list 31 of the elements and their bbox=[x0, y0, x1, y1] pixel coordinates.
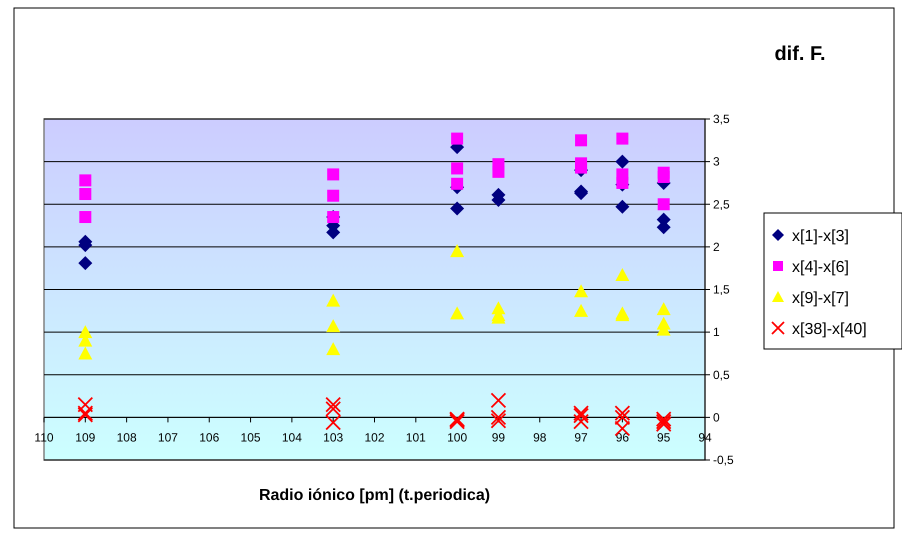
x-tick-label: 106 bbox=[199, 430, 220, 444]
x-tick-label: 98 bbox=[533, 430, 547, 444]
x-tick-label: 99 bbox=[492, 430, 506, 444]
y-tick-label: 0 bbox=[713, 410, 720, 424]
x-tick-label: 107 bbox=[158, 430, 178, 444]
y-tick-label: 2,5 bbox=[713, 197, 730, 212]
y-tick-label: 3 bbox=[713, 154, 720, 169]
y-tick-label: 2 bbox=[713, 240, 720, 254]
y-tick-label: 3,5 bbox=[713, 112, 730, 126]
legend-label: x[9]-x[7] bbox=[792, 290, 849, 307]
x-tick-label: 101 bbox=[406, 430, 426, 444]
x-tick-label: 95 bbox=[657, 430, 671, 444]
y-tick-label: 1 bbox=[713, 325, 720, 340]
legend-label: x[4]-x[6] bbox=[792, 259, 849, 276]
x-tick-label: 102 bbox=[364, 430, 385, 444]
x-tick-label: 100 bbox=[447, 430, 468, 444]
y-tick-label: -0,5 bbox=[713, 453, 734, 467]
x-tick-label: 97 bbox=[574, 430, 588, 444]
text: dif. F. bbox=[774, 43, 826, 65]
y-tick-label: 0,5 bbox=[713, 368, 730, 382]
x-axis-title: Radio iónico [pm] (t.periodica) bbox=[258, 487, 490, 504]
x-tick-label: 104 bbox=[282, 430, 302, 444]
x-tick-label: 103 bbox=[323, 430, 344, 444]
x-tick-label: 110 bbox=[34, 430, 54, 444]
x-tick-label: 109 bbox=[75, 430, 96, 444]
x-tick-label: 105 bbox=[240, 430, 261, 444]
legend-label: x[38]-x[40] bbox=[792, 321, 867, 338]
legend-label: x[1]-x[3] bbox=[792, 228, 849, 245]
x-tick-label: 96 bbox=[616, 430, 630, 444]
x-tick-label: 108 bbox=[116, 430, 137, 444]
y-tick-label: 1,5 bbox=[713, 282, 730, 296]
